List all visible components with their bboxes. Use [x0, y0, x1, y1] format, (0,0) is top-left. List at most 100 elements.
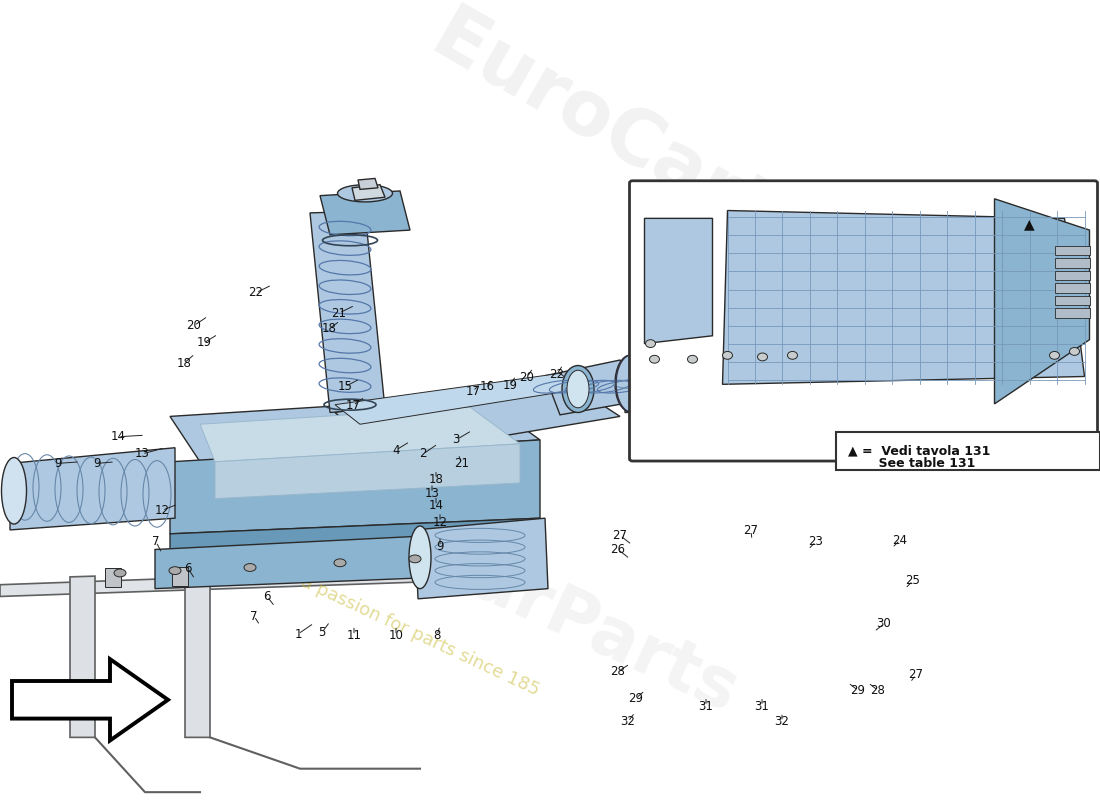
Text: 32: 32 [774, 715, 790, 728]
Polygon shape [645, 218, 713, 344]
Text: 18: 18 [429, 473, 443, 486]
Polygon shape [415, 518, 548, 599]
Text: 30: 30 [877, 618, 891, 630]
Ellipse shape [244, 563, 256, 571]
Text: 20: 20 [187, 319, 201, 332]
Polygon shape [155, 530, 544, 589]
Polygon shape [0, 565, 547, 597]
Text: 21: 21 [331, 306, 346, 319]
Polygon shape [1055, 258, 1089, 268]
Ellipse shape [646, 340, 656, 347]
Text: See table 131: See table 131 [848, 457, 976, 470]
Polygon shape [544, 360, 640, 415]
Text: 29: 29 [628, 692, 643, 705]
Text: ▲: ▲ [1024, 217, 1035, 231]
Ellipse shape [114, 569, 126, 577]
Ellipse shape [804, 350, 836, 413]
Text: 20: 20 [519, 370, 535, 384]
Text: 7: 7 [152, 535, 160, 548]
Ellipse shape [688, 355, 697, 363]
Text: 21: 21 [454, 457, 470, 470]
Polygon shape [810, 347, 875, 417]
Ellipse shape [615, 355, 645, 412]
Text: 5: 5 [318, 626, 326, 639]
Text: 17: 17 [345, 399, 361, 412]
Text: 22: 22 [550, 368, 564, 381]
Text: 27: 27 [613, 529, 627, 542]
FancyBboxPatch shape [836, 432, 1100, 470]
Polygon shape [320, 191, 410, 234]
Text: 13: 13 [425, 486, 439, 500]
Ellipse shape [566, 370, 588, 408]
Polygon shape [214, 444, 520, 498]
Ellipse shape [723, 351, 733, 359]
Ellipse shape [169, 566, 182, 574]
Text: 14: 14 [110, 430, 125, 443]
Text: 9: 9 [54, 457, 62, 470]
Ellipse shape [649, 355, 660, 363]
Text: 27: 27 [744, 524, 759, 538]
Text: 31: 31 [755, 699, 769, 713]
Polygon shape [310, 211, 385, 413]
Text: 19: 19 [503, 378, 517, 391]
Polygon shape [170, 397, 540, 462]
Polygon shape [352, 185, 385, 200]
Text: ▲ =  Vedi tavola 131: ▲ = Vedi tavola 131 [848, 445, 991, 458]
Text: 27: 27 [909, 668, 924, 682]
Text: EuroCarParts: EuroCarParts [418, 0, 946, 347]
Polygon shape [1055, 296, 1089, 306]
Text: 22: 22 [249, 286, 264, 299]
Text: 7: 7 [251, 610, 257, 622]
Text: 6: 6 [263, 590, 271, 603]
Ellipse shape [338, 185, 393, 202]
Text: 26: 26 [610, 543, 626, 556]
Polygon shape [994, 198, 1089, 404]
Text: 19: 19 [197, 336, 211, 350]
Text: 9: 9 [437, 540, 443, 553]
Text: 23: 23 [808, 535, 824, 548]
Text: 4: 4 [393, 443, 399, 457]
Text: 15: 15 [338, 380, 352, 393]
Polygon shape [1055, 283, 1089, 293]
Text: a passion for parts since 185: a passion for parts since 185 [298, 572, 542, 699]
Ellipse shape [334, 559, 346, 566]
Text: 17: 17 [465, 385, 481, 398]
Polygon shape [723, 210, 1085, 384]
Text: 10: 10 [388, 629, 404, 642]
Ellipse shape [409, 555, 421, 563]
Text: 16: 16 [480, 380, 495, 393]
Text: 31: 31 [698, 699, 714, 713]
Text: 12: 12 [154, 504, 169, 517]
Polygon shape [12, 659, 168, 741]
Text: 12: 12 [432, 515, 448, 529]
Text: 14: 14 [429, 499, 443, 512]
Text: 24: 24 [892, 534, 907, 546]
Text: 29: 29 [850, 684, 866, 697]
Polygon shape [200, 407, 520, 462]
Polygon shape [172, 566, 188, 586]
Text: 28: 28 [610, 665, 626, 678]
Polygon shape [104, 568, 121, 587]
Polygon shape [170, 518, 540, 565]
Text: 18: 18 [321, 322, 337, 335]
Text: 32: 32 [620, 715, 636, 728]
Text: 6: 6 [185, 562, 191, 574]
Polygon shape [70, 576, 95, 738]
Polygon shape [10, 448, 175, 530]
Polygon shape [1055, 271, 1089, 280]
Text: 8: 8 [433, 629, 441, 642]
Text: 2: 2 [419, 447, 427, 461]
Ellipse shape [851, 349, 889, 414]
Text: 13: 13 [134, 447, 150, 461]
Text: 9: 9 [94, 457, 101, 470]
Polygon shape [358, 178, 378, 190]
Text: 1: 1 [295, 627, 301, 641]
Ellipse shape [409, 526, 431, 589]
Polygon shape [336, 378, 620, 455]
Polygon shape [185, 570, 210, 738]
Text: 25: 25 [905, 574, 921, 587]
Ellipse shape [1, 458, 26, 524]
Ellipse shape [788, 351, 798, 359]
FancyBboxPatch shape [629, 181, 1098, 461]
Text: 28: 28 [870, 684, 886, 697]
